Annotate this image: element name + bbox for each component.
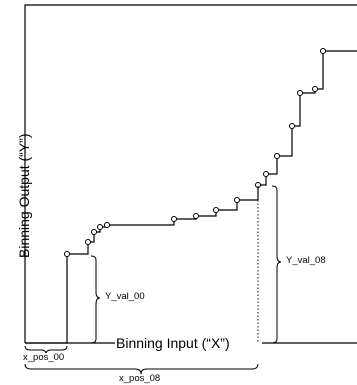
- x-pos-00-label: x_pos_00: [23, 352, 65, 363]
- step-point: [97, 224, 103, 230]
- y-val-08-label: Y_val_08: [286, 255, 326, 266]
- y-axis-label: Binning Output (“Y”): [16, 133, 32, 259]
- step-point: [104, 222, 110, 228]
- step-point: [297, 90, 303, 96]
- step-point: [274, 153, 280, 159]
- step-point: [320, 48, 326, 54]
- step-point: [312, 86, 318, 92]
- x-axis-label: Binning Input (“X”): [116, 335, 230, 351]
- binning-staircase-curve: [25, 50, 357, 344]
- step-point: [289, 123, 295, 129]
- step-point: [171, 216, 177, 222]
- step-point: [64, 251, 70, 257]
- y-val-08-bracket: [271, 185, 282, 344]
- step-point: [193, 213, 199, 219]
- step-point: [234, 197, 240, 203]
- x-pos-08-label: x_pos_08: [119, 373, 161, 384]
- y-val-00-label: Y_val_00: [105, 291, 145, 302]
- step-point: [263, 171, 269, 177]
- step-points: [64, 48, 326, 257]
- step-point: [85, 239, 91, 245]
- step-point: [213, 207, 219, 213]
- y-val-00-bracket: [90, 255, 101, 344]
- y-axis-line: [24, 4, 357, 343]
- step-point: [91, 229, 97, 235]
